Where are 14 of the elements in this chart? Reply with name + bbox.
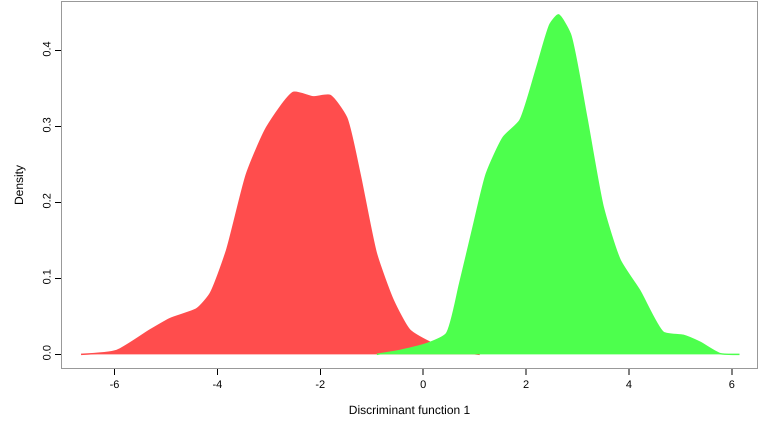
y-tick-label: 0.1 bbox=[42, 269, 54, 284]
y-tick-label: 0.4 bbox=[42, 41, 54, 57]
x-axis-title: Discriminant function 1 bbox=[348, 403, 471, 418]
y-axis-title: Density bbox=[12, 164, 26, 206]
y-tick-label: 0.2 bbox=[42, 193, 54, 208]
x-tick-label: -4 bbox=[212, 379, 222, 392]
y-tick-label: 0.0 bbox=[42, 345, 54, 360]
x-tick-label: 6 bbox=[728, 379, 735, 392]
x-tick-label: -6 bbox=[110, 379, 120, 392]
y-tick-label: 0.3 bbox=[42, 117, 54, 133]
x-tick-label: 0 bbox=[420, 379, 426, 392]
x-tick-label: -2 bbox=[315, 379, 326, 392]
x-tick-label: 2 bbox=[522, 379, 530, 392]
x-tick-label: 4 bbox=[626, 379, 632, 392]
